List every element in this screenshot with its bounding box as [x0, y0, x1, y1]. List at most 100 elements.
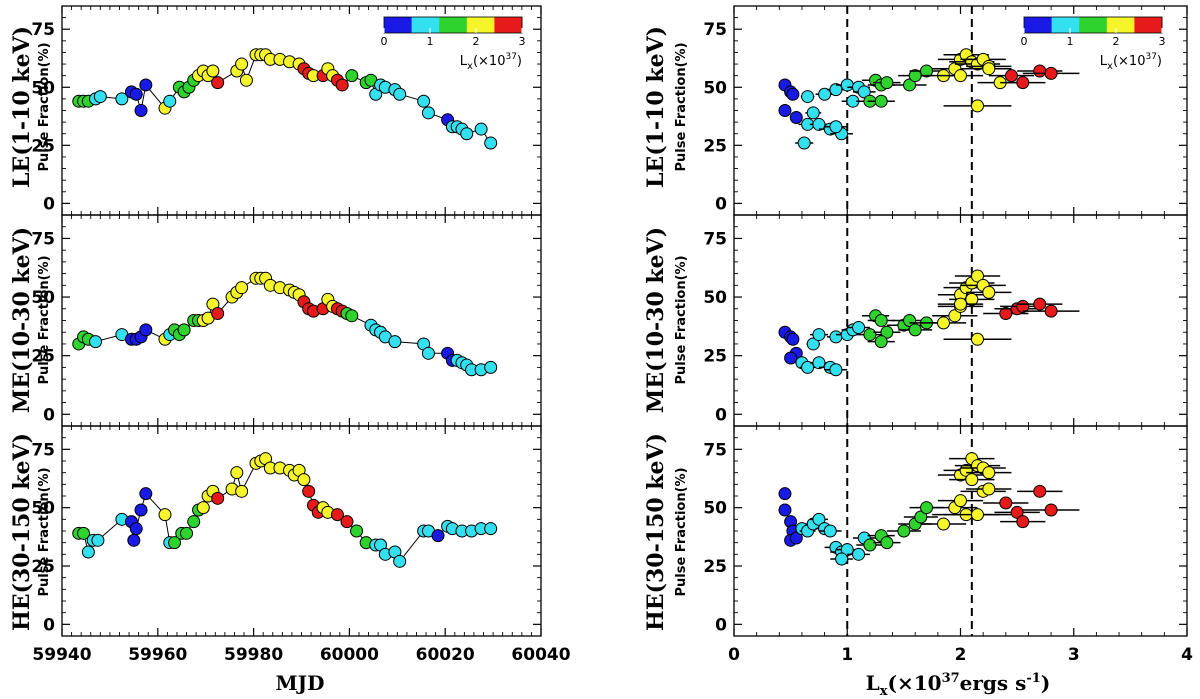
- data-point-ME: [965, 292, 979, 306]
- data-point-LE: [801, 90, 815, 104]
- colorbar-segment: [1079, 17, 1108, 33]
- data-point-ME: [874, 335, 888, 349]
- data-point-HE: [812, 512, 826, 526]
- data-point-HE: [789, 531, 803, 545]
- right-xtick-label: 2: [955, 645, 967, 665]
- data-point-ME: [908, 323, 922, 337]
- data-point-HE: [778, 487, 792, 501]
- data-point-HE: [211, 491, 225, 505]
- right-row2-band-label: ME(10-30 keV): [643, 227, 669, 413]
- right-ytick-label: 25: [703, 136, 727, 156]
- data-point-HE: [330, 508, 344, 522]
- data-point-LE: [920, 64, 934, 78]
- data-point-ME: [345, 309, 359, 323]
- data-point-HE: [129, 522, 143, 536]
- left-ytick-label: 75: [31, 229, 55, 249]
- data-point-LE: [211, 76, 225, 90]
- right-row1-band-label: LE(1-10 keV): [643, 26, 669, 188]
- right-ytick-label: 50: [703, 499, 727, 519]
- right-xtick-label: 4: [1181, 645, 1193, 665]
- data-point-LE: [1016, 76, 1030, 90]
- data-point-HE: [230, 466, 244, 480]
- data-point-HE: [180, 526, 194, 540]
- data-point-HE: [914, 510, 928, 524]
- colorbar-tick-label: 0: [1021, 35, 1028, 48]
- right-xlabel-exp: 37: [942, 671, 960, 686]
- data-point-LE: [239, 73, 253, 87]
- data-point-LE: [880, 76, 894, 90]
- colorbar-frame: [383, 16, 523, 34]
- colorbar-label-part: ): [517, 54, 522, 69]
- data-point-LE: [806, 106, 820, 120]
- right-ytick-label: 75: [703, 440, 727, 460]
- right-xlabel-mid: ergs s: [960, 671, 1027, 695]
- left-panel-LE: 0 25 50 75: [31, 5, 542, 216]
- data-point-ME: [863, 328, 877, 342]
- left-ytick-label: 0: [43, 615, 55, 635]
- left-row1-band-label: LE(1-10 keV): [9, 26, 35, 188]
- left-colorbar: 0 1 2 3 Lx(×1037): [381, 16, 526, 72]
- colorbar-label-part: ): [1157, 54, 1162, 69]
- right-ytick-label: 0: [715, 194, 727, 214]
- data-point-ME: [852, 321, 866, 335]
- data-point-ME: [211, 306, 225, 320]
- data-point-HE: [1044, 503, 1058, 517]
- colorbar-segment: [439, 17, 468, 33]
- data-point-HE: [920, 501, 934, 515]
- data-point-LE: [829, 120, 843, 134]
- colorbar-segment: [1024, 17, 1053, 33]
- data-point-LE: [134, 104, 148, 117]
- data-point-LE: [474, 122, 488, 136]
- data-point-ME: [388, 335, 402, 349]
- data-point-LE: [954, 69, 967, 83]
- data-point-HE: [431, 529, 445, 543]
- data-point-LE: [129, 87, 143, 101]
- left-ytick-label: 0: [43, 405, 55, 425]
- colorbar-segment: [494, 17, 523, 33]
- data-point-HE: [340, 515, 354, 529]
- data-point-LE: [1044, 66, 1058, 80]
- plot-area: 0 25 50 75 0 25 50 75 0 25 50 75 59940 59960 59980 6000…: [31, 5, 1193, 665]
- right-row1-ylabel: Pulse Fraction(%): [674, 42, 689, 171]
- right-ytick-label: 0: [715, 405, 727, 425]
- left-ytick-label: 25: [31, 347, 55, 367]
- colorbar-segment: [466, 17, 495, 33]
- data-point-HE: [1033, 484, 1047, 498]
- data-point-LE: [460, 127, 474, 141]
- data-point-HE: [158, 508, 172, 522]
- colorbar-tick-label: 3: [1159, 35, 1166, 48]
- colorbar-label-part: L: [460, 54, 468, 69]
- data-point-LE: [1004, 69, 1018, 83]
- left-ytick-label: 75: [31, 20, 55, 40]
- left-xtick-label: 60000: [320, 645, 379, 665]
- data-point-LE: [786, 87, 800, 101]
- right-row3-band-label: HE(30-150 keV): [643, 433, 669, 631]
- data-point-ME: [982, 285, 996, 299]
- colorbar-tick-label: 3: [519, 35, 526, 48]
- left-xtick-label: 59940: [32, 645, 91, 665]
- colorbar-label-part: 37: [505, 52, 516, 62]
- data-point-HE: [91, 533, 105, 547]
- data-point-LE: [206, 64, 220, 78]
- data-point-ME: [880, 325, 894, 339]
- left-panel-frame: [61, 214, 542, 427]
- data-point-ME: [970, 332, 984, 346]
- data-point-ME: [89, 335, 103, 349]
- data-point-HE: [863, 538, 877, 552]
- colorbar-label-part: x: [467, 61, 473, 72]
- data-point-ME: [139, 323, 153, 337]
- data-point-HE: [778, 503, 792, 517]
- right-xlabel-base: L: [866, 671, 880, 695]
- right-panel-HE: 0 25 50 75 0 1 2 3 4: [703, 425, 1193, 665]
- colorbar-label-part: 37: [1145, 52, 1156, 62]
- right-colorbar: 0 1 2 3 Lx(×1037): [1021, 16, 1166, 72]
- colorbar-frame: [1023, 16, 1163, 34]
- data-point-LE: [829, 83, 843, 97]
- colorbar-segment: [1134, 17, 1163, 33]
- left-row2-band-label: ME(10-30 keV): [9, 227, 35, 413]
- right-xtick-label: 0: [728, 645, 740, 665]
- data-point-HE: [235, 484, 249, 498]
- data-point-LE: [812, 117, 826, 131]
- left-ytick-label: 0: [43, 194, 55, 214]
